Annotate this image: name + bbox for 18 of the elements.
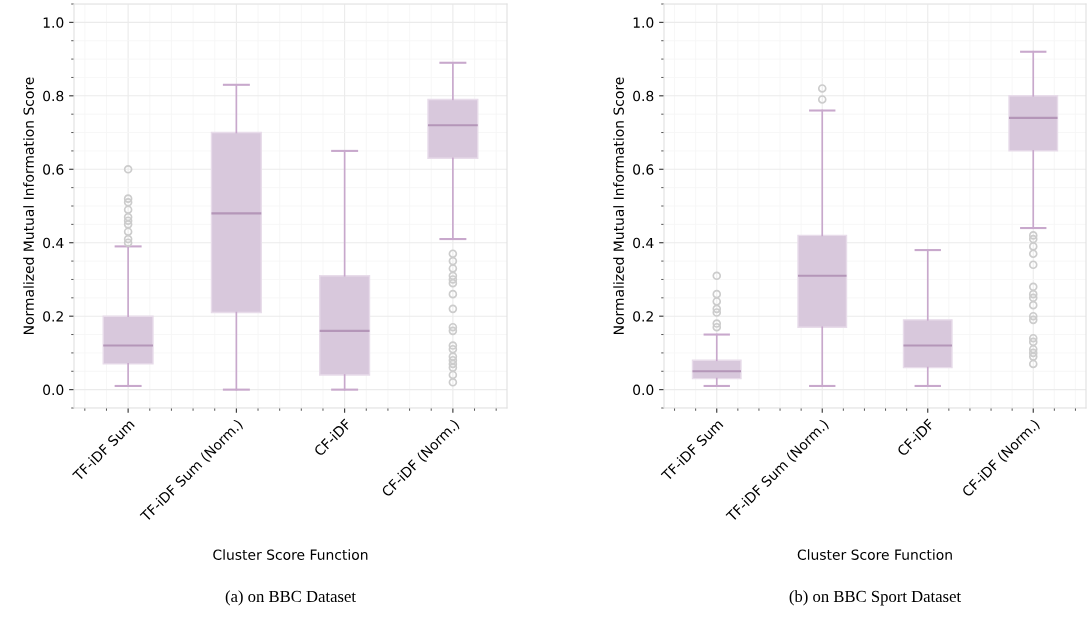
y-tick-label: 0.2 (43, 311, 63, 322)
text: (a) on BBC Dataset (225, 590, 356, 606)
y-tick-label: 0.8 (43, 90, 64, 102)
y-tick-label: 0.4 (43, 237, 64, 249)
y-tick-label: 0.6 (43, 164, 64, 175)
y-tick-label: 0.0 (43, 384, 64, 396)
y-tick-label: 0.6 (633, 164, 654, 175)
y-tick-label: 0.8 (633, 90, 654, 102)
x-axis-title: Cluster Score Function (213, 549, 368, 560)
y-tick-label: 0.0 (633, 384, 654, 396)
x-axis-title: Cluster Score Function (797, 549, 952, 560)
y-tick-label: 0.2 (633, 311, 653, 322)
y-axis-title: Normalized Mutual Information Score (613, 77, 624, 334)
y-tick-label: 0.4 (633, 237, 654, 249)
text: (b) on BBC Sport Dataset (789, 590, 962, 606)
y-axis-title: Normalized Mutual Information Score (23, 77, 34, 334)
y-tick-label: 1.0 (633, 17, 654, 28)
y-tick-label: 1.0 (43, 17, 64, 28)
